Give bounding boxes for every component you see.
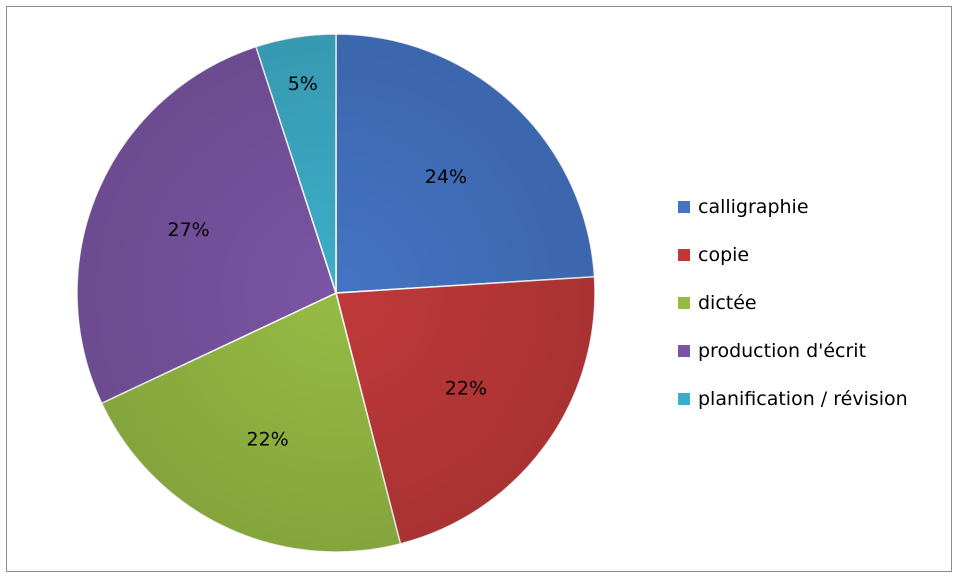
- legend-swatch: [678, 201, 690, 213]
- pie-slice-calligraphie: [335, 33, 596, 294]
- data-label: 5%: [288, 73, 318, 95]
- legend-label: planification / révision: [698, 388, 908, 410]
- data-label: 22%: [445, 377, 487, 399]
- legend-swatch: [678, 297, 690, 309]
- legend-item-dictee: dictée: [678, 279, 908, 327]
- legend-item-production-ecrit: production d'écrit: [678, 327, 908, 375]
- legend-swatch: [678, 249, 690, 261]
- data-label: 22%: [247, 428, 289, 450]
- legend-label: copie: [698, 244, 750, 266]
- data-label: 27%: [168, 219, 210, 241]
- legend-label: dictée: [698, 292, 757, 314]
- legend-swatch: [678, 345, 690, 357]
- pie-data-labels: 24% 22% 22% 27% 5%: [168, 73, 488, 450]
- pie-slices: [76, 33, 596, 553]
- legend-label: production d'écrit: [698, 340, 867, 362]
- legend-item-copie: copie: [678, 231, 908, 279]
- legend-item-planification-revision: planification / révision: [678, 375, 908, 423]
- legend-swatch: [678, 393, 690, 405]
- legend-item-calligraphie: calligraphie: [678, 183, 908, 231]
- legend: calligraphie copie dictée production d'é…: [678, 183, 908, 423]
- data-label: 24%: [425, 166, 467, 188]
- legend-label: calligraphie: [698, 196, 809, 218]
